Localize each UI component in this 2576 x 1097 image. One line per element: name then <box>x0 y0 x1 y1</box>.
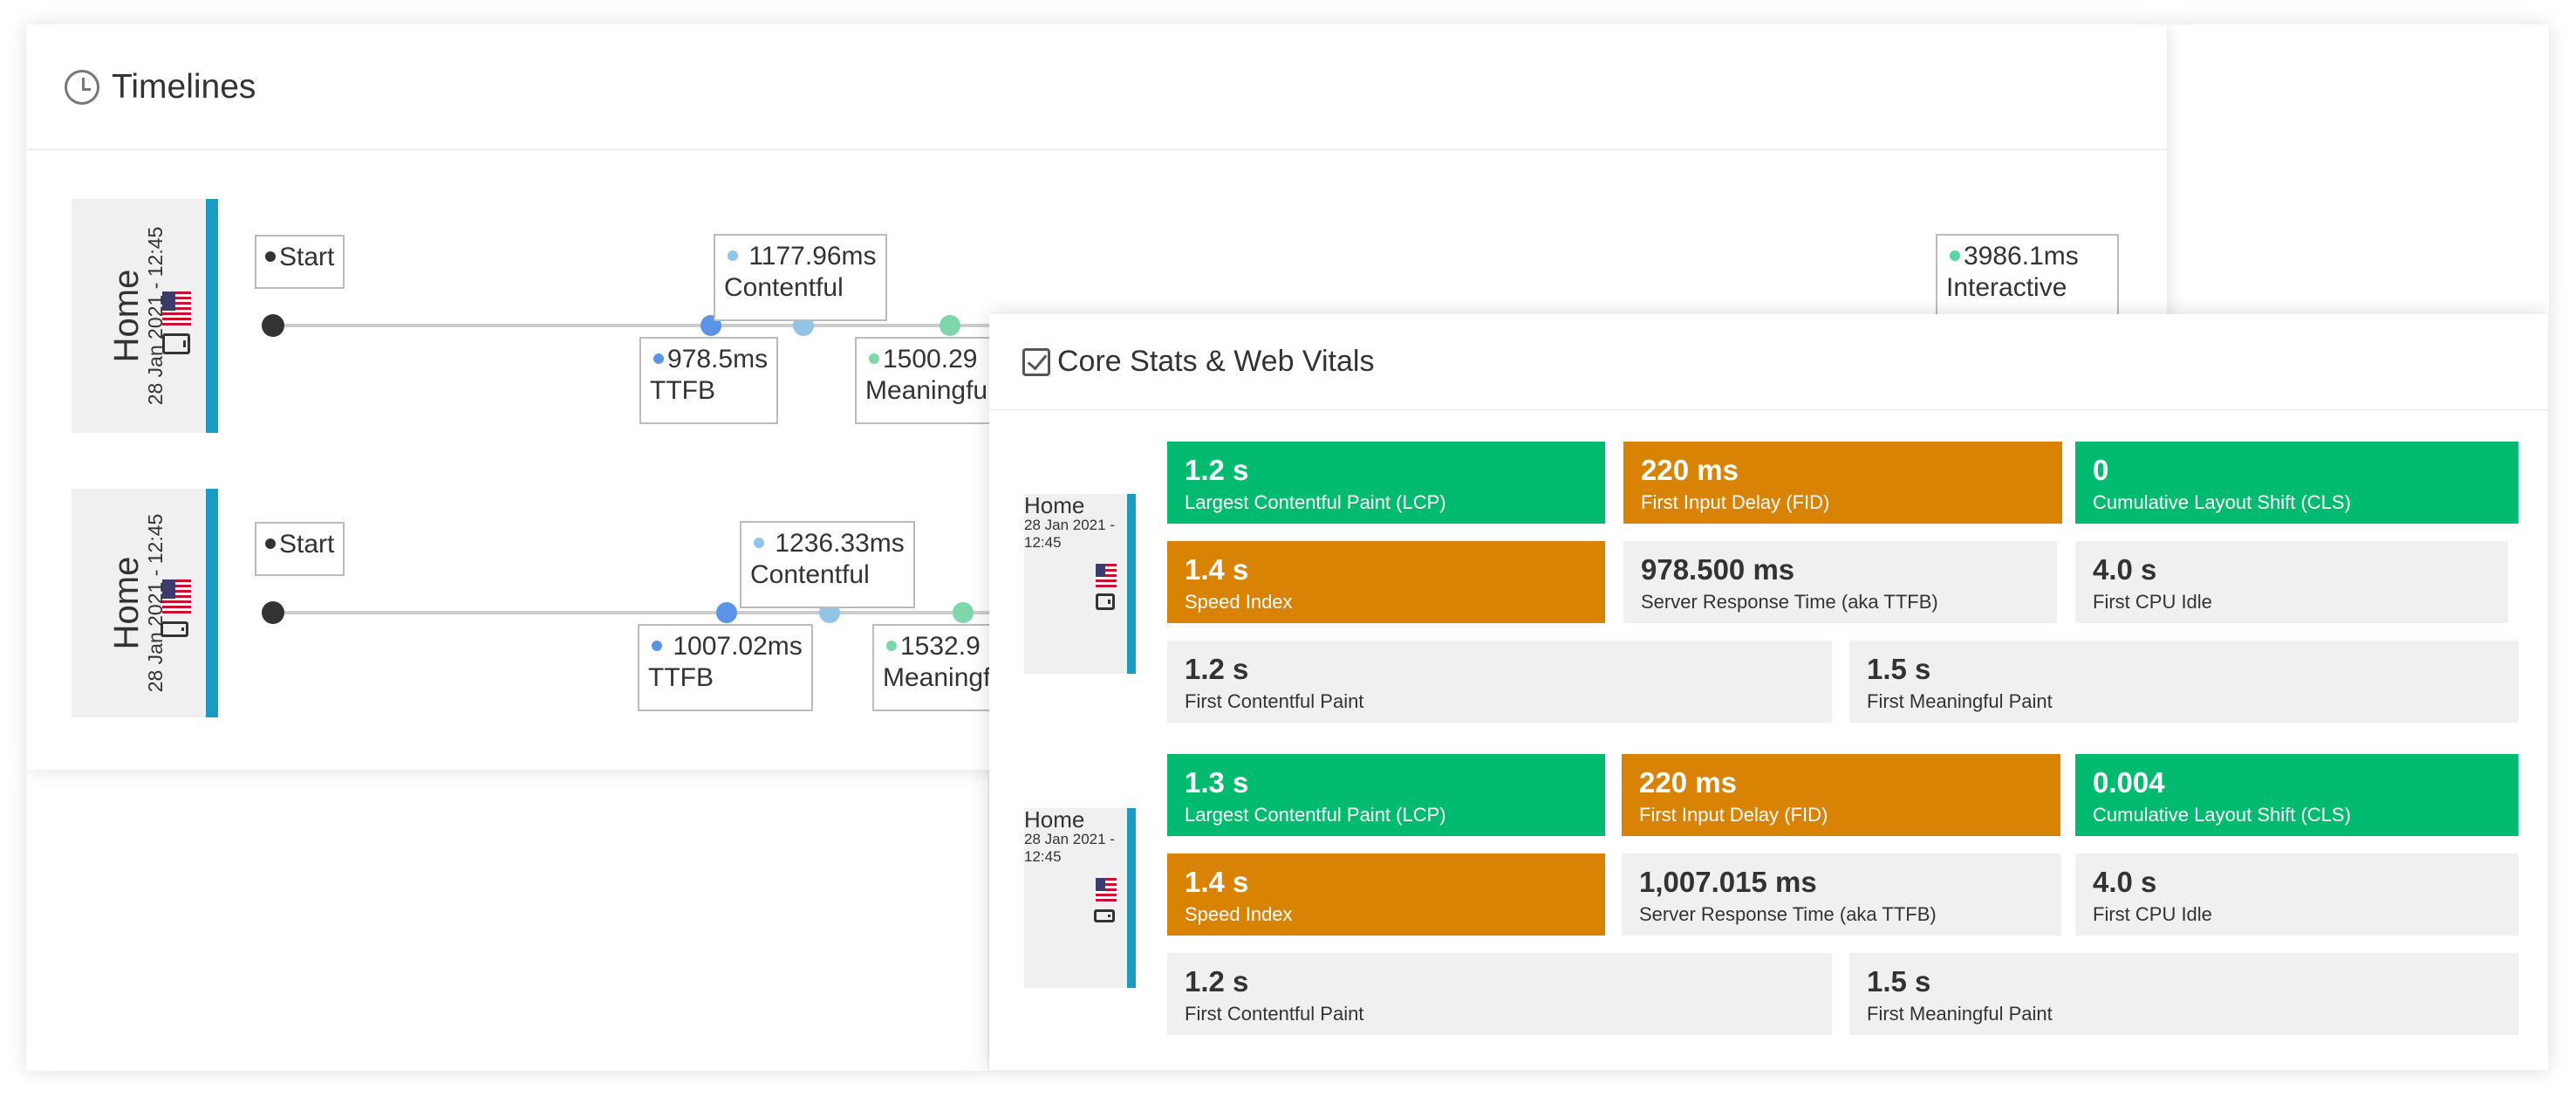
meaningful-marker[interactable] <box>953 602 974 623</box>
start-label: Start <box>255 522 345 576</box>
ttfb-metric[interactable]: 978.500 ms Server Response Time (aka TTFB… <box>1623 541 2057 623</box>
lcp-metric[interactable]: 1.2 s Largest Contentful Paint (LCP) <box>1167 442 1605 524</box>
tablet-icon <box>1096 593 1115 610</box>
us-flag-icon <box>162 579 191 614</box>
lcp-metric[interactable]: 1.3 s Largest Contentful Paint (LCP) <box>1167 754 1605 836</box>
vitals-header: Core Stats & Web Vitals <box>989 314 2548 410</box>
timelines-title: Timelines <box>112 67 256 106</box>
phone-landscape-icon <box>1094 909 1115 922</box>
vitals-page-box-1[interactable]: Home 28 Jan 2021 - 12:45 <box>1024 494 1136 674</box>
page-name: Home <box>1024 806 1085 833</box>
ttfb-marker[interactable] <box>716 602 737 623</box>
page-info: Home 28 Jan 2021 - 12:45 <box>1024 494 1127 552</box>
interactive-label: 3986.1ms Interactive <box>1936 234 2119 321</box>
start-marker[interactable] <box>262 601 284 624</box>
page-date: 28 Jan 2021 - 12:45 <box>1024 831 1115 866</box>
background-card <box>2167 24 2549 315</box>
phone-landscape-icon <box>161 621 188 637</box>
ttfb-label: 978.5ms TTFB <box>639 337 779 424</box>
tablet-icon <box>162 333 190 354</box>
fmp-metric[interactable]: 1.5 s First Meaningful Paint <box>1849 953 2518 1035</box>
vitals-title: Core Stats & Web Vitals <box>1057 345 1375 378</box>
timeline-page-box-2[interactable]: Home 28 Jan 2021 - 12:45 <box>72 489 218 717</box>
us-flag-icon <box>162 291 191 326</box>
page-info: Home 28 Jan 2021 - 12:45 <box>1024 808 1127 867</box>
timelines-header: Timelines <box>26 24 2167 150</box>
page-info: Home 28 Jan 2021 - 12:45 <box>107 227 168 406</box>
checkbox-icon <box>1022 347 1050 376</box>
fcp-metric[interactable]: 1.2 s First Contentful Paint <box>1167 641 1832 723</box>
speed-index-metric[interactable]: 1.4 s Speed Index <box>1167 854 1605 936</box>
fcp-metric[interactable]: 1.2 s First Contentful Paint <box>1167 953 1832 1035</box>
page-date: 28 Jan 2021 - 12:45 <box>1024 517 1115 552</box>
start-marker[interactable] <box>262 314 284 337</box>
first-cpu-idle-metric[interactable]: 4.0 s First CPU Idle <box>2075 541 2508 623</box>
page-name: Home <box>107 269 147 363</box>
ttfb-label: 1007.02ms TTFB <box>638 624 813 711</box>
contentful-label: 1236.33ms Contentful <box>740 521 915 608</box>
background-card-bottom <box>26 770 987 1071</box>
meaningful-marker[interactable] <box>940 315 960 336</box>
page-name: Home <box>1024 492 1085 518</box>
us-flag-icon <box>1096 564 1117 588</box>
vitals-card: Core Stats & Web Vitals Home 28 Jan 2021… <box>989 314 2548 1070</box>
speed-index-metric[interactable]: 1.4 s Speed Index <box>1167 541 1605 623</box>
fid-metric[interactable]: 220 ms First Input Delay (FID) <box>1622 754 2060 836</box>
ttfb-metric[interactable]: 1,007.015 ms Server Response Time (aka TT… <box>1622 854 2061 936</box>
page-info: Home 28 Jan 2021 - 12:45 <box>107 514 168 693</box>
vitals-page-box-2[interactable]: Home 28 Jan 2021 - 12:45 <box>1024 808 1136 988</box>
page-name: Home <box>107 556 147 650</box>
start-label: Start <box>255 235 345 289</box>
timeline-page-box-1[interactable]: Home 28 Jan 2021 - 12:45 <box>72 199 218 433</box>
us-flag-icon <box>1096 878 1117 902</box>
cls-metric[interactable]: 0 Cumulative Layout Shift (CLS) <box>2075 442 2518 524</box>
first-cpu-idle-metric[interactable]: 4.0 s First CPU Idle <box>2075 854 2518 936</box>
clock-icon <box>65 69 99 105</box>
fmp-metric[interactable]: 1.5 s First Meaningful Paint <box>1849 641 2518 723</box>
contentful-label: 1177.96ms Contentful <box>714 234 887 321</box>
fid-metric[interactable]: 220 ms First Input Delay (FID) <box>1623 442 2062 524</box>
cls-metric[interactable]: 0.004 Cumulative Layout Shift (CLS) <box>2075 754 2518 836</box>
